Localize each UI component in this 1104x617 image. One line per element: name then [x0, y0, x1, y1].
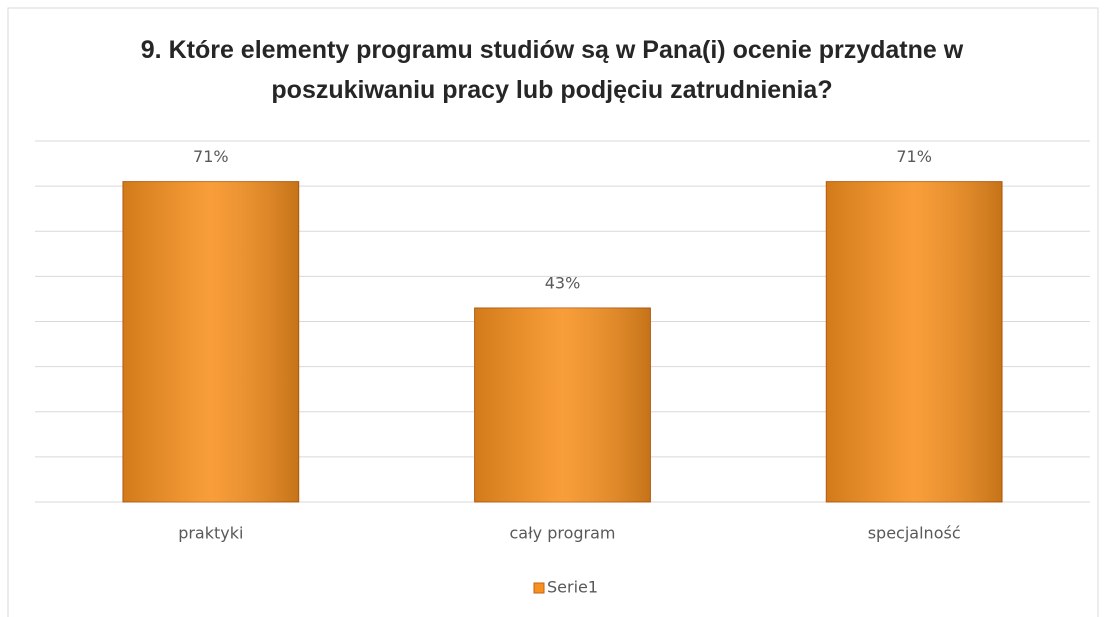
bar	[474, 307, 651, 503]
chart-title: 9. Które elementy programu studiów są w …	[140, 36, 964, 104]
data-label: 43%	[545, 273, 581, 292]
data-label: 71%	[193, 147, 229, 166]
bar	[825, 181, 1003, 503]
data-label: 71%	[896, 147, 932, 166]
legend-label: Serie1	[547, 578, 598, 597]
legend-swatch	[533, 582, 545, 594]
x-tick-label: specjalność	[868, 524, 961, 543]
chart-frame	[7, 7, 1099, 617]
x-tick-label: cały program	[510, 524, 616, 543]
x-tick-label: praktyki	[178, 524, 243, 543]
bar	[122, 181, 300, 503]
